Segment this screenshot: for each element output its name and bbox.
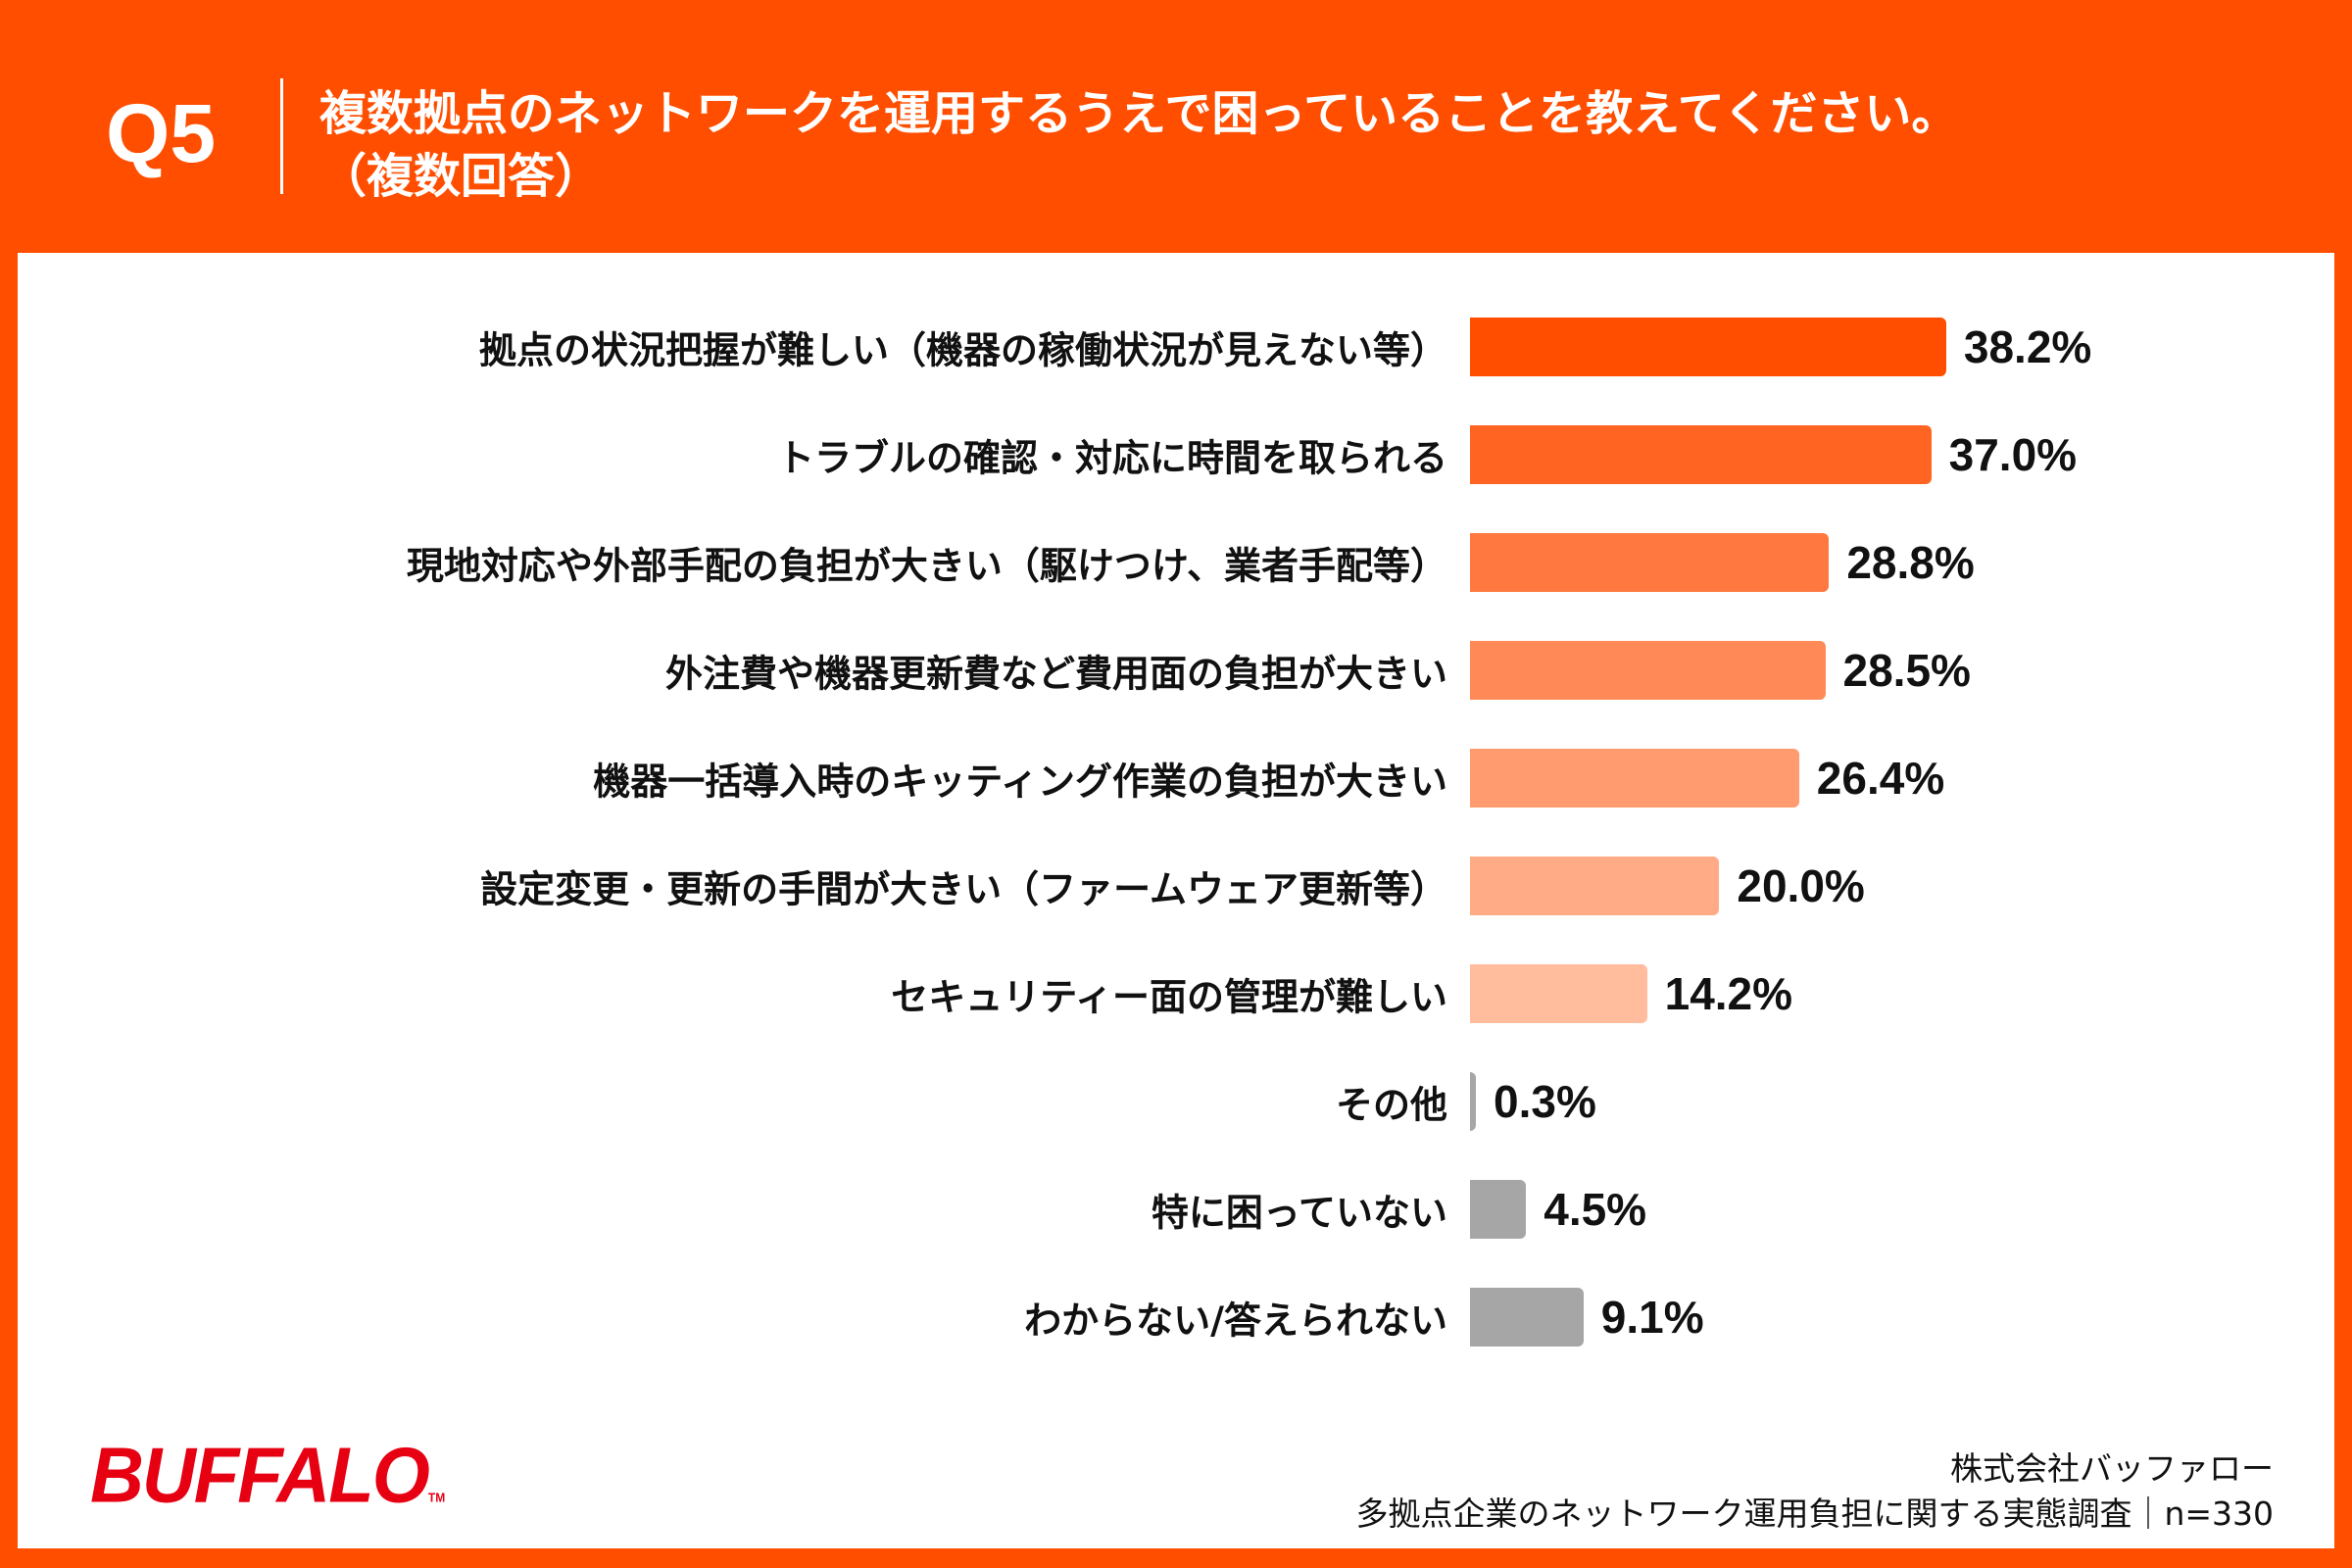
bar <box>1470 533 1830 592</box>
footer-company: 株式会社バッファロー <box>1950 1449 2274 1488</box>
category-label: トラブルの確認・対応に時間を取られる <box>776 436 1447 480</box>
value-label: 26.4% <box>1816 753 1945 804</box>
value-label: 38.2% <box>1963 321 2092 372</box>
chart-panel <box>18 253 2334 1548</box>
value-label: 28.5% <box>1842 645 1971 696</box>
category-label: 機器一括導入時のキッティング作業の負担が大きい <box>593 760 1447 804</box>
bar <box>1470 964 1647 1023</box>
bar <box>1470 1288 1584 1347</box>
category-label: その他 <box>1335 1083 1447 1127</box>
value-label: 28.8% <box>1846 537 1975 588</box>
category-label: 外注費や機器更新費など費用面の負担が大きい <box>664 652 1447 696</box>
category-label: 現地対応や外部手配の負担が大きい（駆けつけ、業者手配等） <box>406 544 1447 588</box>
category-label: わからない/答えられない <box>1024 1298 1447 1343</box>
title-line-1: 複数拠点のネットワークを運用するうえで困っていることを教えてください。 <box>319 86 1959 141</box>
header-divider <box>280 78 283 194</box>
page-title: 複数拠点のネットワークを運用するうえで困っていることを教えてください。 （複数回… <box>319 82 1958 208</box>
category-label: セキュリティー面の管理が難しい <box>891 975 1447 1019</box>
question-number: Q5 <box>106 87 217 179</box>
value-label: 4.5% <box>1544 1184 1647 1235</box>
category-label: 特に困っていない <box>1151 1191 1447 1235</box>
footer-survey: 多拠点企業のネットワーク運用負担に関する実態調査｜n=330 <box>1355 1494 2274 1533</box>
bar <box>1470 749 1799 808</box>
category-label: 拠点の状況把握が難しい（機器の稼働状況が見えない等） <box>478 328 1447 372</box>
value-label: 14.2% <box>1664 968 1793 1019</box>
bar <box>1470 318 1946 376</box>
bar <box>1470 1180 1527 1239</box>
bar <box>1470 641 1826 700</box>
value-label: 9.1% <box>1600 1292 1704 1343</box>
value-label: 0.3% <box>1494 1076 1596 1127</box>
category-label: 設定変更・更新の手間が大きい（ファームウェア更新等） <box>480 867 1447 911</box>
bar <box>1470 425 1932 484</box>
title-line-2: （複数回答） <box>319 149 603 204</box>
value-label: 20.0% <box>1737 860 1865 911</box>
buffalo-logo: BUFFALOTM <box>90 1431 446 1520</box>
bar <box>1470 857 1720 915</box>
value-label: 37.0% <box>1948 429 2078 480</box>
bar <box>1470 1072 1476 1131</box>
